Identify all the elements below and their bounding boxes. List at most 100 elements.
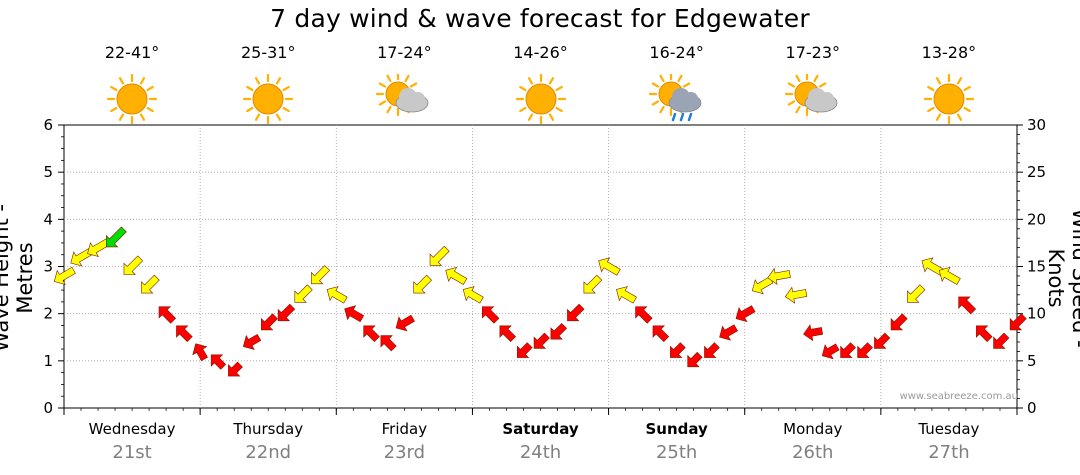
sun-icon	[923, 74, 975, 124]
wind-arrow-shape	[445, 266, 468, 285]
wind-arrow	[363, 325, 380, 343]
wind-arrow	[482, 306, 500, 324]
day-temperature: 17-23°	[785, 43, 841, 62]
wind-arrow-shape	[141, 274, 160, 294]
sun-disc	[933, 83, 965, 115]
wind-arrow-shape	[294, 284, 313, 303]
wind-arrow-shape	[53, 266, 76, 285]
wind-arrow-shape	[228, 361, 243, 377]
wind-arrow-shape	[890, 313, 908, 331]
sun-ray	[682, 82, 690, 88]
wind-arrow-shape	[670, 342, 686, 358]
sun-ray	[276, 77, 282, 85]
sun-ray	[118, 113, 125, 121]
sun-ray	[927, 106, 935, 113]
day-temperature: 25-31°	[240, 43, 296, 62]
y-axis-left-label: Wave Height - Metres	[0, 204, 37, 352]
wind-arrow-shape	[635, 306, 653, 324]
day-date: 22nd	[245, 442, 292, 463]
wind-arrow-shape	[767, 267, 791, 285]
sun-ray	[404, 74, 410, 83]
wind-arrow	[429, 245, 450, 266]
wind-arrow	[784, 286, 808, 304]
sun-ray	[677, 74, 683, 83]
wind-arrow-shape	[821, 343, 840, 360]
wind-arrow-shape	[921, 257, 945, 276]
partly-cloudy-icon	[784, 74, 838, 117]
sun-ray	[518, 85, 527, 92]
wind-arrow-shape	[123, 255, 144, 275]
wind-arrow	[840, 342, 856, 358]
y-left-tick-label: 3	[43, 258, 53, 276]
wind-arrow-shape	[567, 303, 585, 322]
wind-arrow	[261, 313, 278, 331]
wind-arrow-shape	[429, 245, 450, 266]
sun-disc	[525, 83, 556, 115]
sun-icon	[106, 74, 158, 124]
wind-arrow	[242, 334, 262, 350]
sun-ray	[548, 77, 554, 85]
wind-arrow-shape	[242, 334, 262, 350]
wind-arrow-shape	[277, 303, 296, 322]
sun-ray	[795, 74, 801, 83]
sun-ray	[110, 85, 118, 92]
wind-arrow	[704, 342, 720, 358]
wind-arrow-shape	[380, 335, 397, 352]
sun-ray	[386, 105, 392, 114]
sun-ray	[518, 106, 527, 113]
sun-ray	[246, 85, 254, 92]
day-name: Wednesday	[88, 420, 176, 438]
day-temperature: 16-24°	[649, 43, 704, 62]
wind-arrow-shape	[70, 247, 94, 267]
wind-arrow-shape	[311, 265, 331, 285]
wind-arrow	[976, 325, 993, 343]
sun-ray	[379, 100, 387, 106]
sun-ray	[146, 106, 154, 113]
rain-drop	[671, 112, 676, 122]
day-date: 21st	[112, 442, 152, 463]
wind-arrow	[344, 305, 365, 323]
watermark: www.seabreeze.com.au	[899, 391, 1018, 402]
wind-arrow	[938, 266, 961, 285]
wind-arrow	[567, 303, 585, 322]
wind-arrow-shape	[704, 342, 720, 358]
wind-arrow-shape	[261, 313, 278, 331]
sun-ray	[386, 74, 392, 83]
day-date: 23rd	[383, 442, 426, 463]
sun-ray	[255, 77, 261, 85]
wind-arrow	[462, 286, 484, 304]
wind-arrow	[652, 325, 670, 343]
wind-arrow-shape	[516, 342, 533, 358]
rain-drop	[679, 112, 684, 122]
wind-arrow	[874, 332, 891, 349]
y-right-tick-label: 15	[1027, 258, 1046, 276]
wind-arrow	[907, 284, 926, 303]
sun-ray	[410, 82, 418, 88]
sun-ray	[554, 85, 563, 92]
wind-arrow	[176, 325, 193, 343]
wind-arrow	[857, 342, 873, 358]
wind-arrow	[821, 343, 840, 360]
sun-ray	[379, 82, 387, 88]
sun-ray	[118, 77, 125, 85]
wind-arrow-shape	[976, 325, 993, 343]
wind-arrow-shape	[176, 325, 193, 343]
wind-arrow	[192, 343, 208, 362]
y-axis-right-label: Wind Speed - Knots	[1044, 208, 1080, 348]
day-name: Thursday	[233, 420, 304, 438]
wind-arrow-shape	[482, 306, 500, 324]
y-right-tick-label: 0	[1027, 399, 1037, 417]
y-right-tick-label: 10	[1027, 305, 1046, 323]
wind-arrow	[106, 226, 127, 248]
sun-ray	[935, 77, 942, 85]
sun-icon	[243, 74, 294, 124]
sun-ray	[651, 82, 659, 88]
sun-ray	[818, 82, 827, 88]
y-left-tick-label: 4	[43, 210, 53, 228]
sun-ray	[963, 106, 971, 113]
wind-arrow-shape	[462, 286, 484, 304]
wind-arrow	[413, 274, 433, 294]
wind-arrow	[380, 335, 397, 352]
wind-arrow	[921, 257, 945, 276]
